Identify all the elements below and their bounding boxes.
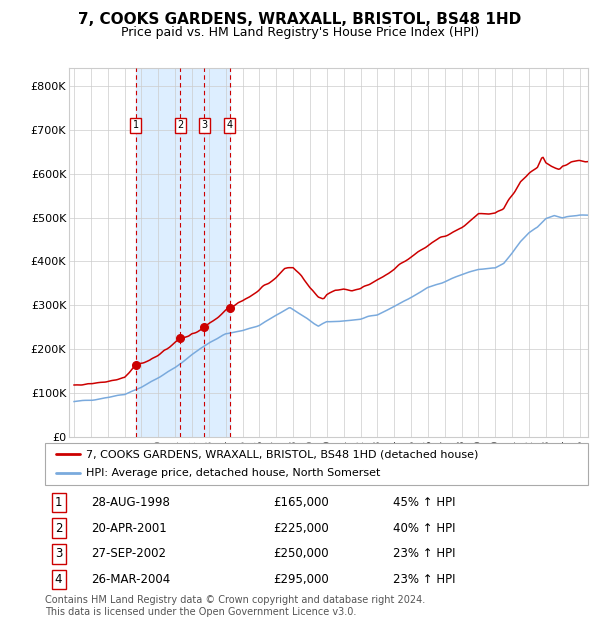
Bar: [136, 68, 230, 437]
Text: 23% ↑ HPI: 23% ↑ HPI: [392, 573, 455, 586]
Text: 4: 4: [227, 120, 233, 130]
Text: £225,000: £225,000: [273, 521, 329, 534]
Text: Price paid vs. HM Land Registry's House Price Index (HPI): Price paid vs. HM Land Registry's House …: [121, 26, 479, 39]
Text: 45% ↑ HPI: 45% ↑ HPI: [392, 496, 455, 509]
Text: 26-MAR-2004: 26-MAR-2004: [91, 573, 170, 586]
Text: 27-SEP-2002: 27-SEP-2002: [91, 547, 166, 560]
Text: 1: 1: [55, 496, 62, 509]
Text: 23% ↑ HPI: 23% ↑ HPI: [392, 547, 455, 560]
Text: Contains HM Land Registry data © Crown copyright and database right 2024.
This d: Contains HM Land Registry data © Crown c…: [45, 595, 425, 617]
Text: 2: 2: [177, 120, 184, 130]
Text: 28-AUG-1998: 28-AUG-1998: [91, 496, 170, 509]
Text: HPI: Average price, detached house, North Somerset: HPI: Average price, detached house, Nort…: [86, 469, 380, 479]
Text: 3: 3: [55, 547, 62, 560]
Text: £165,000: £165,000: [273, 496, 329, 509]
Text: 7, COOKS GARDENS, WRAXALL, BRISTOL, BS48 1HD (detached house): 7, COOKS GARDENS, WRAXALL, BRISTOL, BS48…: [86, 449, 478, 459]
Text: £250,000: £250,000: [273, 547, 329, 560]
Text: 4: 4: [55, 573, 62, 586]
Text: 1: 1: [133, 120, 139, 130]
Text: 3: 3: [202, 120, 208, 130]
Text: 40% ↑ HPI: 40% ↑ HPI: [392, 521, 455, 534]
Text: 7, COOKS GARDENS, WRAXALL, BRISTOL, BS48 1HD: 7, COOKS GARDENS, WRAXALL, BRISTOL, BS48…: [79, 12, 521, 27]
Text: £295,000: £295,000: [273, 573, 329, 586]
Text: 20-APR-2001: 20-APR-2001: [91, 521, 167, 534]
Text: 2: 2: [55, 521, 62, 534]
